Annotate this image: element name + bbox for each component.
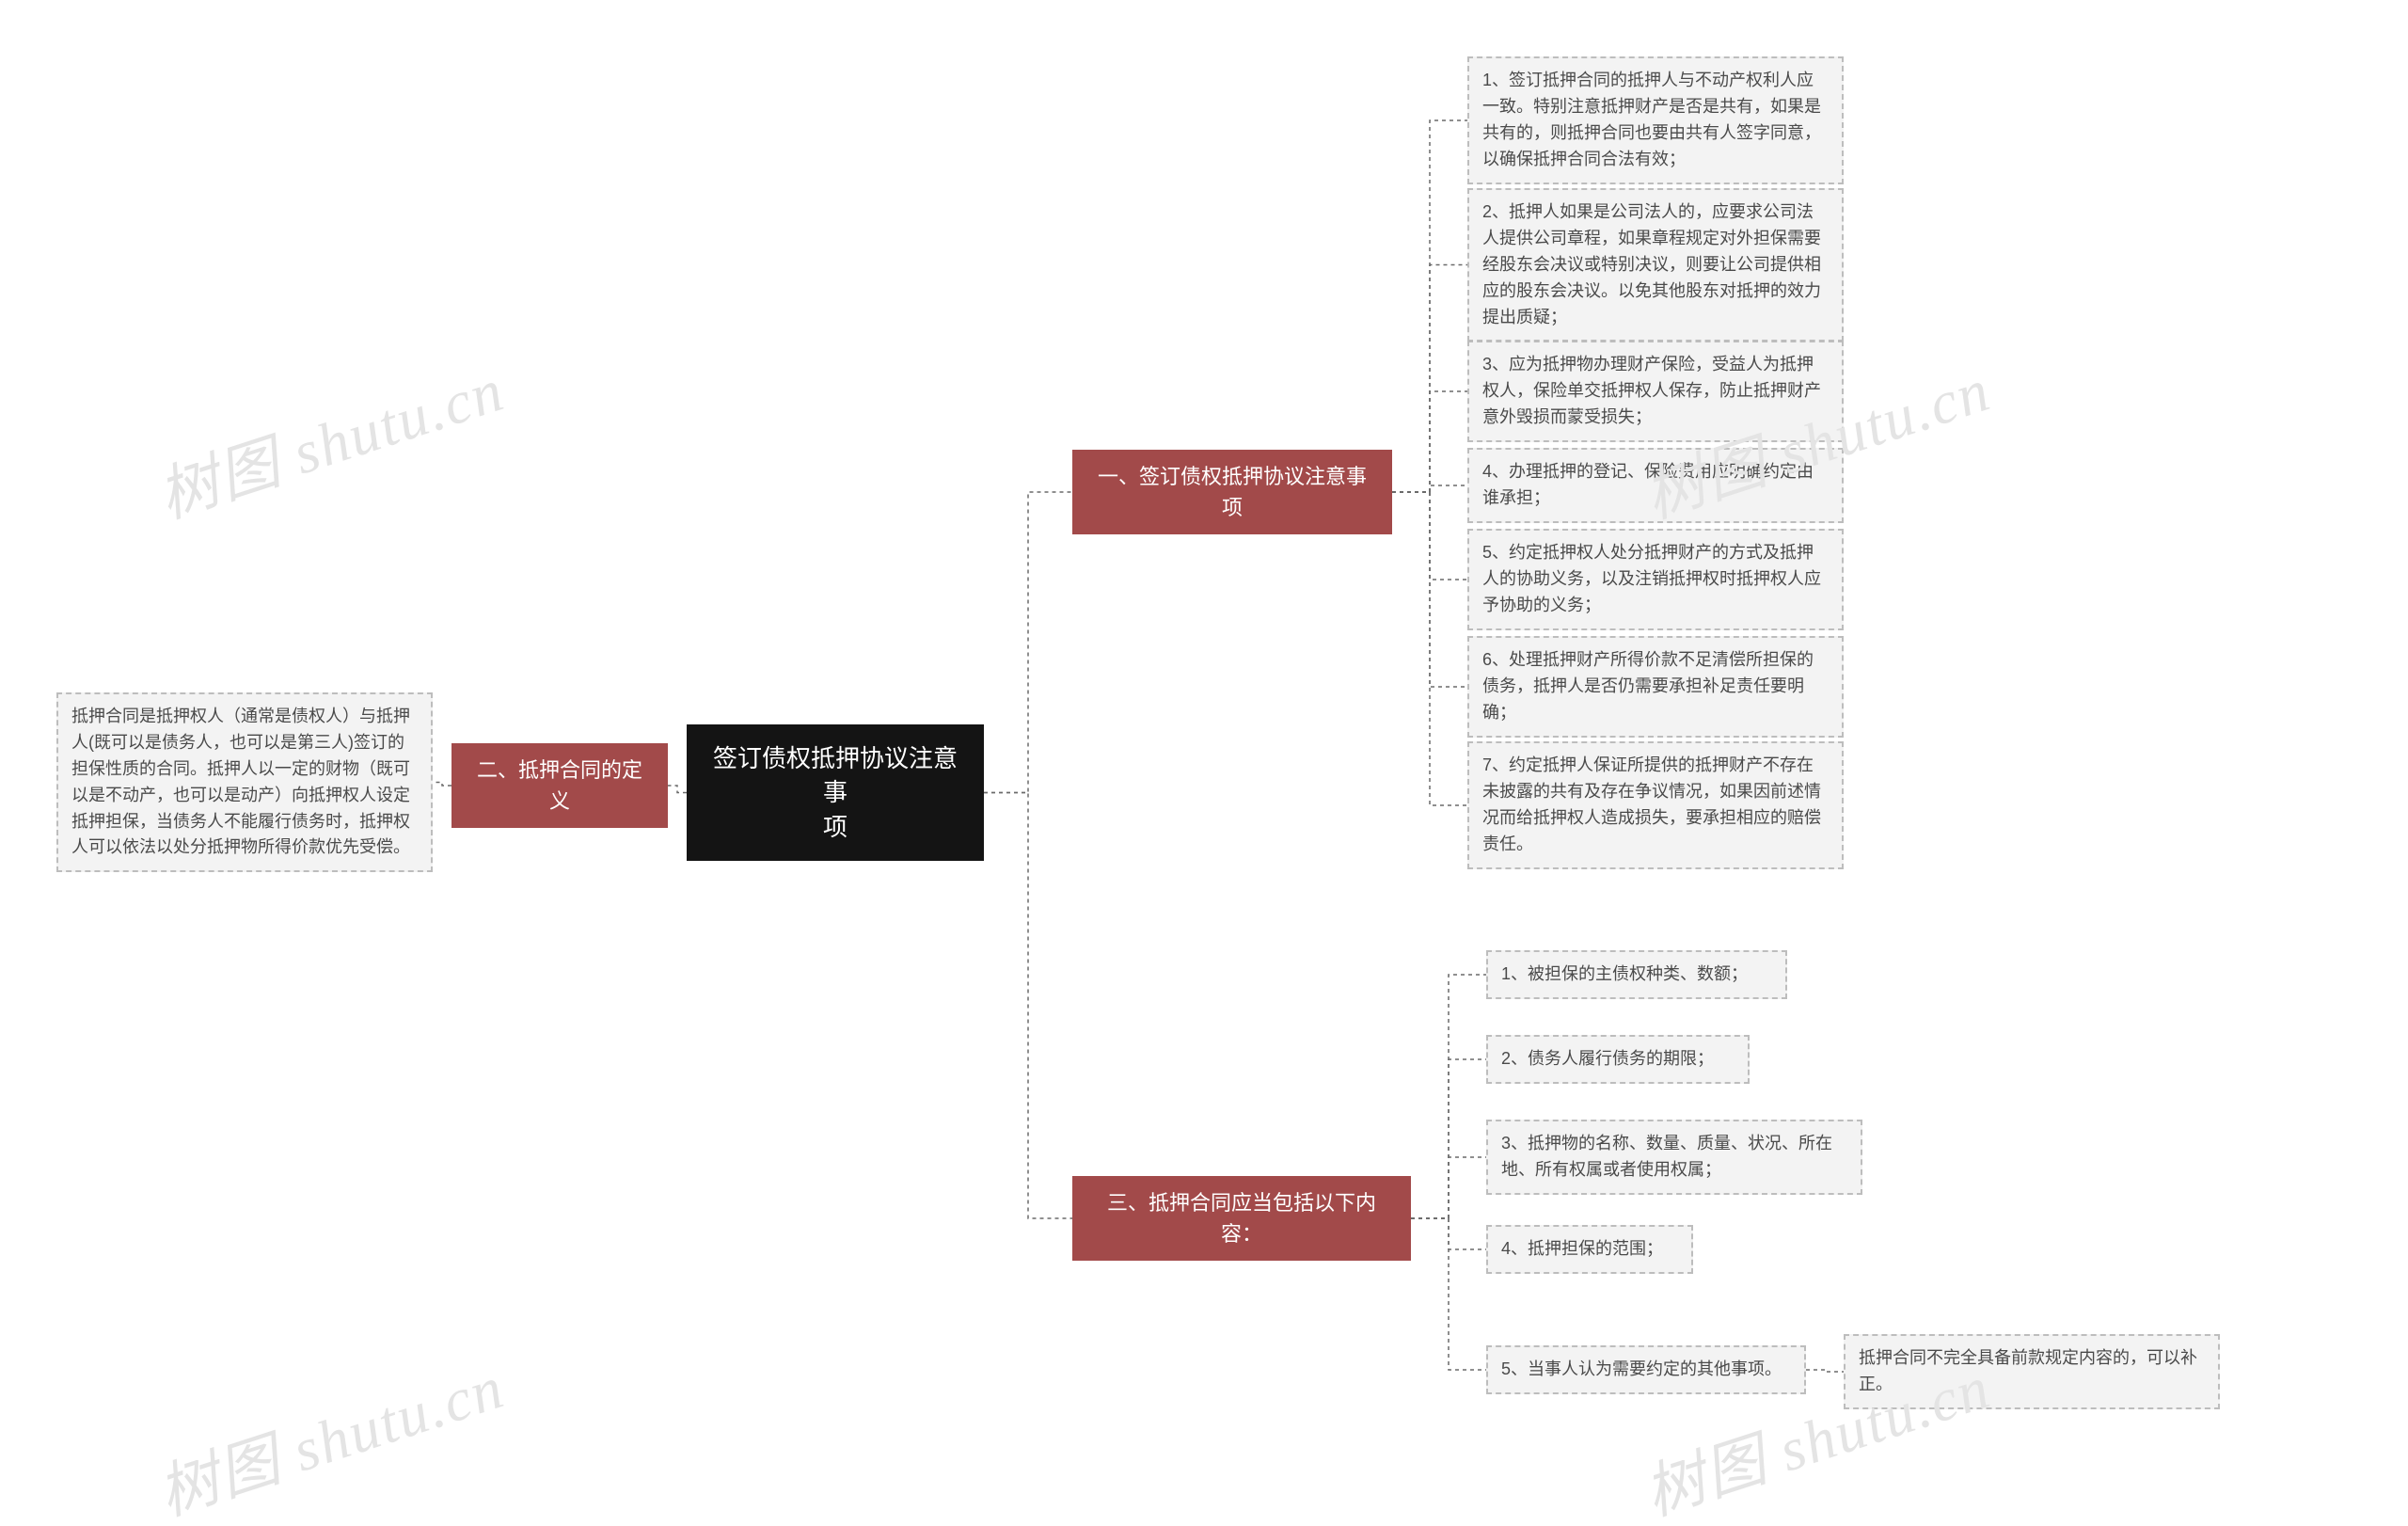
watermark: 树图 shutu.cn [146,1339,514,1526]
mindmap-node-l_b1_1: 1、签订抵押合同的抵押人与不动产权利人应一致。特别注意抵押财产是否是共有，如果是… [1467,56,1844,184]
mindmap-node-l_b1_2: 2、抵押人如果是公司法人的，应要求公司法人提供公司章程，如果章程规定对外担保需要… [1467,188,1844,342]
mindmap-node-root: 签订债权抵押协议注意事项 [687,724,984,861]
mindmap-node-l_b2_1: 抵押合同是抵押权人（通常是债权人）与抵押人(既可以是债务人，也可以是第三人)签订… [56,692,433,872]
mindmap-node-l_b1_3: 3、应为抵押物办理财产保险，受益人为抵押权人，保险单交抵押权人保存，防止抵押财产… [1467,341,1844,442]
connector [1392,120,1467,492]
mindmap-node-l_b1_4: 4、办理抵押的登记、保险费用应明确约定由谁承担； [1467,448,1844,523]
connector [1392,391,1467,492]
mindmap-node-b1: 一、签订债权抵押协议注意事项 [1072,450,1392,534]
connector [1411,1218,1486,1370]
connector [1411,1218,1486,1249]
connector [433,783,452,787]
connector [1392,485,1467,492]
mindmap-node-l_b3_5_1: 抵押合同不完全具备前款规定内容的，可以补正。 [1844,1334,2220,1409]
mindmap-node-l_b3_1: 1、被担保的主债权种类、数额； [1486,950,1787,999]
watermark: 树图 shutu.cn [146,342,514,534]
mindmap-node-l_b1_6: 6、处理抵押财产所得价款不足清偿所担保的债务，抵押人是否仍需要承担补足责任要明确… [1467,636,1844,738]
connector [1411,1157,1486,1218]
mindmap-node-l_b3_3: 3、抵押物的名称、数量、质量、状况、所在地、所有权属或者使用权属； [1486,1120,1862,1195]
mindmap-node-l_b1_5: 5、约定抵押权人处分抵押财产的方式及抵押人的协助义务，以及注销抵押权时抵押权人应… [1467,529,1844,630]
connector [1392,265,1467,493]
mindmap-node-l_b1_7: 7、约定抵押人保证所提供的抵押财产不存在未披露的共有及存在争议情况，如果因前述情… [1467,741,1844,869]
connector [1392,492,1467,805]
mindmap-node-b2: 二、抵押合同的定义 [452,743,668,828]
mindmap-node-l_b3_2: 2、债务人履行债务的期限； [1486,1035,1750,1084]
mindmap-node-l_b3_5: 5、当事人认为需要约定的其他事项。 [1486,1345,1806,1394]
connector [668,786,687,793]
connector [1806,1370,1844,1372]
connector [984,492,1072,793]
mindmap-node-l_b3_4: 4、抵押担保的范围； [1486,1225,1693,1274]
connector [1411,1059,1486,1218]
mindmap-node-b3: 三、抵押合同应当包括以下内容： [1072,1176,1411,1261]
connector [1392,492,1467,687]
connector [1392,492,1467,580]
connector [984,793,1072,1219]
connector [1411,975,1486,1218]
